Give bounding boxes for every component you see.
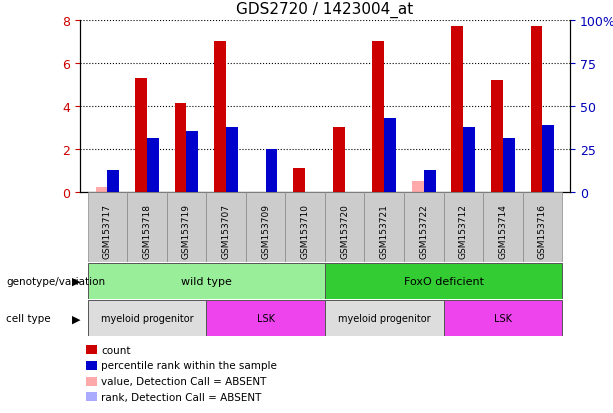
Text: count: count — [101, 345, 131, 355]
Text: GSM153707: GSM153707 — [221, 203, 230, 258]
Text: LSK: LSK — [257, 313, 275, 323]
Text: GSM153709: GSM153709 — [261, 203, 270, 258]
Bar — [107, 171, 120, 192]
Bar — [424, 171, 436, 192]
Text: genotype/variation: genotype/variation — [6, 276, 105, 286]
Bar — [265, 149, 278, 192]
Text: percentile rank within the sample: percentile rank within the sample — [101, 361, 277, 370]
Bar — [206, 300, 325, 337]
Bar — [325, 193, 365, 262]
Bar — [444, 193, 483, 262]
Bar — [412, 181, 424, 192]
Text: GSM153716: GSM153716 — [538, 203, 547, 258]
Bar — [325, 300, 444, 337]
Text: ▶: ▶ — [72, 276, 81, 286]
Text: FoxO deficient: FoxO deficient — [403, 276, 484, 286]
Bar — [333, 128, 345, 192]
Bar — [491, 81, 503, 192]
Bar — [127, 193, 167, 262]
Bar — [293, 169, 305, 192]
Bar — [523, 193, 562, 262]
Bar — [167, 193, 206, 262]
Text: wild type: wild type — [181, 276, 232, 286]
Bar — [96, 188, 107, 192]
Text: LSK: LSK — [494, 313, 512, 323]
Bar — [135, 78, 147, 192]
Text: GSM153714: GSM153714 — [498, 203, 508, 258]
Text: GSM153712: GSM153712 — [459, 203, 468, 258]
Bar — [483, 193, 523, 262]
Bar — [444, 300, 562, 337]
Text: GSM153722: GSM153722 — [419, 203, 428, 258]
Bar — [214, 42, 226, 192]
Title: GDS2720 / 1423004_at: GDS2720 / 1423004_at — [236, 2, 414, 18]
Bar — [186, 132, 199, 192]
Bar — [372, 42, 384, 192]
Text: myeloid progenitor: myeloid progenitor — [101, 313, 193, 323]
Text: ▶: ▶ — [72, 313, 81, 323]
Bar — [88, 193, 127, 262]
Bar — [384, 119, 396, 192]
Bar — [285, 193, 325, 262]
Bar — [226, 128, 238, 192]
Bar — [543, 126, 554, 192]
Bar — [325, 263, 562, 299]
Text: rank, Detection Call = ABSENT: rank, Detection Call = ABSENT — [101, 392, 262, 402]
Text: GSM153719: GSM153719 — [182, 203, 191, 258]
Bar — [451, 27, 463, 192]
Bar — [463, 128, 475, 192]
Bar — [365, 193, 404, 262]
Text: GSM153718: GSM153718 — [142, 203, 151, 258]
Text: GSM153710: GSM153710 — [300, 203, 310, 258]
Text: GSM153717: GSM153717 — [103, 203, 112, 258]
Bar — [175, 104, 186, 192]
Text: GSM153720: GSM153720 — [340, 203, 349, 258]
Bar — [206, 193, 246, 262]
Bar — [147, 138, 159, 192]
Text: GSM153721: GSM153721 — [379, 203, 389, 258]
Bar — [404, 193, 444, 262]
Text: value, Detection Call = ABSENT: value, Detection Call = ABSENT — [101, 376, 267, 386]
Text: myeloid progenitor: myeloid progenitor — [338, 313, 430, 323]
Bar — [246, 193, 285, 262]
Bar — [88, 300, 206, 337]
Bar — [88, 263, 325, 299]
Text: cell type: cell type — [6, 313, 51, 323]
Bar — [503, 138, 515, 192]
Bar — [530, 27, 543, 192]
